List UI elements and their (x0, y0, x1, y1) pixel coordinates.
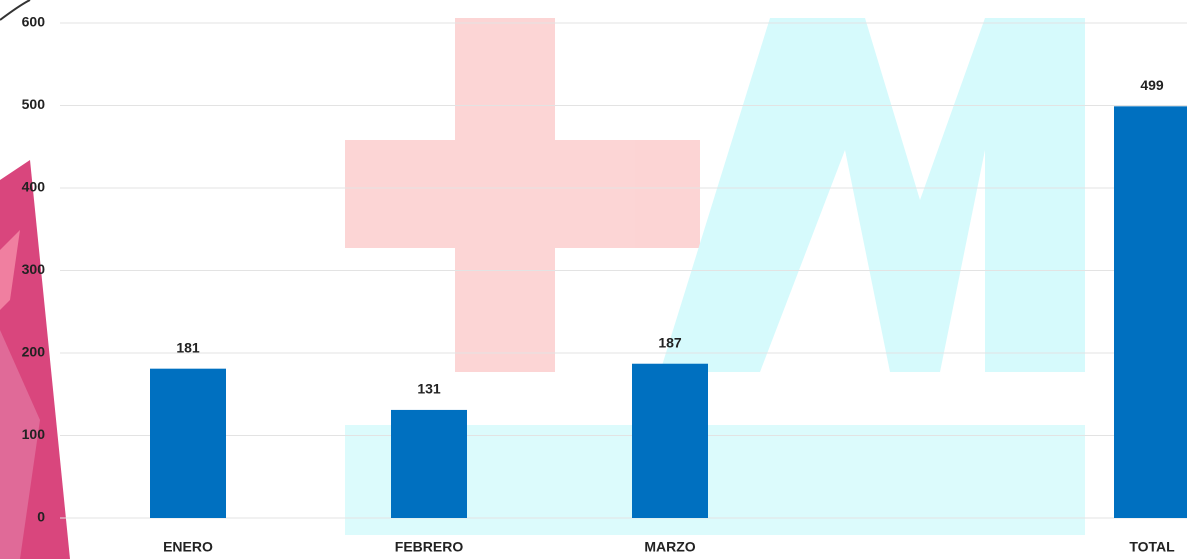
bar (150, 369, 226, 518)
data-label: 131 (417, 381, 441, 397)
x-tick-label: MARZO (644, 539, 695, 555)
y-tick-label: 100 (22, 426, 46, 442)
y-tick-label: 300 (22, 261, 46, 277)
background-decoration (0, 0, 70, 559)
y-tick-label: 400 (22, 179, 46, 195)
bar (632, 364, 708, 518)
y-tick-label: 200 (22, 344, 46, 360)
chart: 0 100 200 300 400 500 600 ENERO 181 FEBRERO 131 MAR… (0, 0, 1187, 559)
y-tick-label: 500 (22, 96, 46, 112)
x-tick-label: TOTAL (1129, 539, 1175, 555)
data-label: 499 (1140, 77, 1164, 93)
data-label: 187 (658, 334, 682, 350)
x-tick-label: ENERO (163, 539, 213, 555)
y-tick-label: 0 (37, 509, 45, 525)
bar (391, 410, 467, 518)
x-tick-label: FEBRERO (395, 539, 464, 555)
y-tick-label: 600 (22, 14, 46, 30)
data-label: 181 (176, 339, 200, 355)
bar (1114, 106, 1187, 518)
